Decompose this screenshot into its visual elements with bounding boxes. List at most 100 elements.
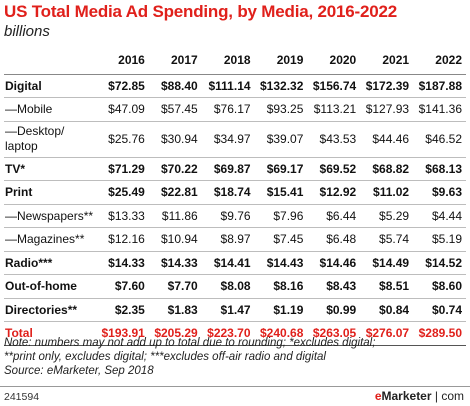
row-label: —Mobile [4,97,97,122]
column-header-2018: 2018 [201,47,255,75]
table-body: Digital $72.85 $88.40 $111.14 $132.32 $156.74… [4,74,466,346]
table-cell: $172.39 [360,74,414,98]
table-cell: $0.84 [360,298,414,322]
table-cell: $8.43 [307,274,361,299]
table-cell: $193.91 [96,321,149,346]
table-cell: $11.86 [148,204,202,228]
table-cell: $57.45 [148,97,202,122]
table-cell: $8.60 [413,274,466,299]
row-label: Radio*** [4,250,97,275]
table-cell: $25.49 [96,180,149,205]
table-cell: $1.19 [254,298,308,322]
table-cell: $30.94 [148,121,202,158]
row-label: Out-of-home [4,274,97,299]
table-cell: $2.35 [96,298,149,322]
table-cell: $68.13 [413,156,466,181]
table-cell: $14.52 [413,250,466,275]
table-row: Radio*** $14.33 $14.33 $14.41 $14.43 $14.46 $1… [4,250,466,275]
table-cell: $141.36 [413,97,466,122]
table-cell: $39.07 [254,121,308,158]
column-header-2020: 2020 [307,47,361,75]
emarketer-logo: eMarketer | com [374,389,464,403]
table-cell: $13.33 [96,204,149,228]
table-cell: $14.49 [360,250,414,275]
table-cell: $12.16 [96,227,149,252]
table-row: Print $25.49 $22.81 $18.74 $15.41 $12.92 $11.0… [4,180,466,205]
table-cell: $14.33 [96,250,149,275]
row-label: Digital [4,74,97,98]
table-cell: $7.45 [254,227,308,252]
table-cell: $18.74 [201,180,255,205]
table-row: TV* $71.29 $70.22 $69.87 $69.17 $69.52 $68.82 $… [4,156,466,181]
table-cell: $6.48 [307,227,361,252]
table-row: Out-of-home $7.60 $7.70 $8.08 $8.16 $8.43 $8.5… [4,274,466,299]
table-cell: $7.60 [96,274,149,299]
table-cell: $1.47 [201,298,255,322]
column-header-2016: 2016 [96,47,149,75]
table-cell: $88.40 [148,74,202,98]
table-cell: $263.05 [307,321,361,346]
row-label: Print [4,180,97,205]
table-cell: $12.92 [307,180,361,205]
table-cell: $76.17 [201,97,255,122]
column-header-2019: 2019 [254,47,308,75]
table-cell: $5.19 [413,227,466,252]
table-cell: $14.43 [254,250,308,275]
chart-title: US Total Media Ad Spending, by Media, 20… [4,2,398,21]
table-cell: $223.70 [201,321,255,346]
source-line: Source: eMarketer, Sep 2018 [4,365,154,377]
note-line: **print only, excludes digital; ***exclu… [4,351,326,363]
table-cell: $34.97 [201,121,255,158]
table-cell: $289.50 [413,321,466,346]
table-cell: $5.74 [360,227,414,252]
table-cell: $11.02 [360,180,414,205]
table-cell: $9.63 [413,180,466,205]
row-label: —Magazines** [4,227,97,252]
table-row: Total $193.91 $205.29 $223.70 $240.68 $263.05… [4,321,466,346]
table-cell: $15.41 [254,180,308,205]
footer-divider [0,386,470,387]
table-header-row: 2016 2017 2018 2019 2020 2021 2022 [4,47,466,75]
table-cell: $71.29 [96,156,149,181]
column-header-2017: 2017 [148,47,202,75]
column-header-2021: 2021 [360,47,414,75]
table-cell: $43.53 [307,121,361,158]
table-cell: $4.44 [413,204,466,228]
table-cell: $69.52 [307,156,361,181]
row-label: Total [4,321,97,346]
table-cell: $25.76 [96,121,149,158]
table-cell: $47.09 [96,97,149,122]
table-cell: $8.08 [201,274,255,299]
table-cell: $8.51 [360,274,414,299]
table-cell: $93.25 [254,97,308,122]
table-cell: $127.93 [360,97,414,122]
row-label: —Newspapers** [4,204,97,228]
table-cell: $276.07 [360,321,414,346]
table-cell: $6.44 [307,204,361,228]
chart-subtitle: billions [4,23,50,40]
table-cell: $7.70 [148,274,202,299]
table-cell: $7.96 [254,204,308,228]
table-row: —Desktop/ laptop $25.76 $30.94 $34.97 $39.07… [4,121,466,158]
table-cell: $14.33 [148,250,202,275]
table-cell: $46.52 [413,121,466,158]
table-cell: $44.46 [360,121,414,158]
table-cell: $14.46 [307,250,361,275]
table-cell: $72.85 [96,74,149,98]
row-label: Directories** [4,298,97,322]
table-cell: $8.16 [254,274,308,299]
note-line: Note: numbers may not add up to total du… [4,337,376,349]
table-cell: $132.32 [254,74,308,98]
table-cell: $0.74 [413,298,466,322]
table-cell: $1.83 [148,298,202,322]
table-cell: $68.82 [360,156,414,181]
table-cell: $111.14 [201,74,255,98]
table-cell: $9.76 [201,204,255,228]
table-cell: $5.29 [360,204,414,228]
table-row: —Mobile $47.09 $57.45 $76.17 $93.25 $113.21 $1… [4,97,466,122]
table-cell: $10.94 [148,227,202,252]
header-corner-cell [4,47,97,75]
table-cell: $22.81 [148,180,202,205]
table-cell: $0.99 [307,298,361,322]
table-cell: $240.68 [254,321,308,346]
